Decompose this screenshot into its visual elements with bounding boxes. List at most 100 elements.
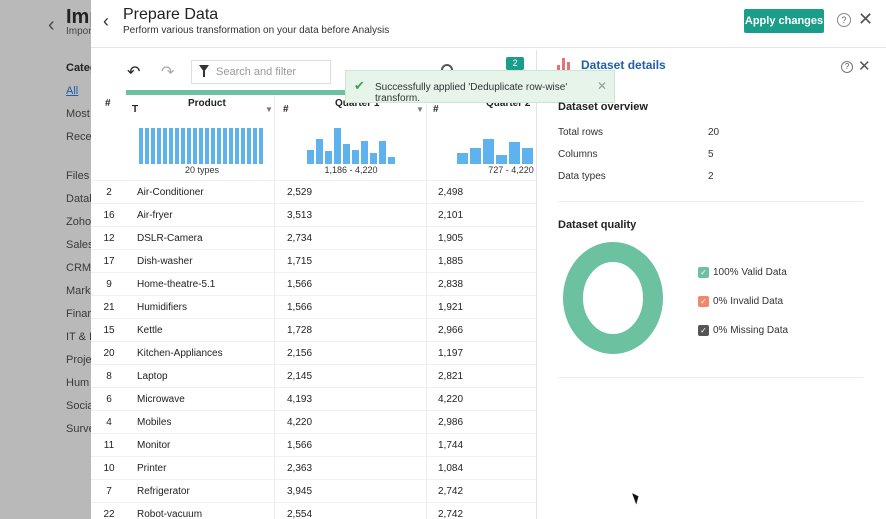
overview-value: 5 (708, 149, 714, 160)
product-cell: Monitor (137, 440, 171, 451)
product-cell: Humidifiers (137, 302, 188, 313)
quarter1-summary: 1,186 - 4,220 (324, 165, 378, 175)
panel-divider (536, 50, 537, 519)
toast-close-icon[interactable]: ✕ (597, 79, 608, 93)
table-row[interactable]: 20 Kitchen-Appliances 2,156 1,197 (91, 341, 536, 364)
help-icon[interactable]: ? (841, 61, 853, 73)
quarter2-summary: 727 - 4,220 (488, 165, 534, 175)
table-row[interactable]: 7 Refrigerator 3,945 2,742 (91, 479, 536, 502)
quarter1-cell: 2,734 (287, 233, 313, 244)
close-panel-icon[interactable]: ✕ (858, 58, 871, 75)
table-row[interactable]: 11 Monitor 1,566 1,744 (91, 433, 536, 456)
dataset-quality-title: Dataset quality (558, 219, 637, 231)
histogram-bar (139, 128, 143, 164)
histogram-bar (307, 150, 314, 164)
table-row[interactable]: 16 Air-fryer 3,513 2,101 (91, 203, 536, 226)
histogram-bar (175, 128, 179, 164)
help-icon[interactable]: ? (837, 13, 851, 27)
table-row[interactable]: 22 Robot-vacuum 2,554 2,742 (91, 502, 536, 519)
histogram-bar (211, 128, 215, 164)
row-index: 15 (103, 325, 115, 336)
prepare-data-modal: ‹ Prepare Data Perform various transform… (91, 0, 886, 519)
legend-label: 100% Valid Data (713, 267, 787, 278)
quarter2-cell: 2,966 (438, 325, 464, 336)
redo-icon[interactable]: ↷ (161, 64, 175, 81)
product-cell: Kettle (137, 325, 163, 336)
section-divider (558, 377, 863, 378)
column-divider (426, 95, 427, 519)
histogram-bar (470, 148, 481, 164)
histogram-bar (325, 151, 332, 164)
bg-category-item: Surve (66, 423, 95, 435)
search-filter-input[interactable]: Search and filter (191, 60, 331, 84)
histogram-bar (193, 128, 197, 164)
column-quality-bar (126, 90, 536, 95)
bg-category-item: Rece (66, 131, 92, 143)
histogram-bar (205, 128, 209, 164)
quarter2-cell: 1,905 (438, 233, 464, 244)
overview-value: 2 (708, 171, 714, 182)
undo-icon[interactable]: ↶ (127, 64, 141, 81)
product-cell: Dish-washer (137, 256, 193, 267)
grid-toolbar: ↶ ↷ Search and filter 2 (91, 50, 536, 92)
product-cell: Refrigerator (137, 486, 190, 497)
bg-category-item: Finar (66, 308, 92, 320)
table-row[interactable]: 12 DSLR-Camera 2,734 1,905 (91, 226, 536, 249)
histogram-bar (334, 128, 341, 164)
histogram-bar (247, 128, 251, 164)
quarter1-cell: 1,566 (287, 440, 313, 451)
column-name: Quarter 2 (486, 98, 531, 109)
quarter1-cell: 1,566 (287, 302, 313, 313)
mouse-cursor-icon (632, 491, 641, 505)
product-cell: Mobiles (137, 417, 172, 428)
bg-category-title: Categ (66, 62, 97, 74)
column-divider (274, 95, 275, 519)
quarter1-cell: 2,363 (287, 463, 313, 474)
row-index: 4 (106, 417, 112, 428)
section-divider (558, 201, 863, 202)
table-row[interactable]: 21 Humidifiers 1,566 1,921 (91, 295, 536, 318)
modal-header: ‹ Prepare Data Perform various transform… (91, 0, 886, 48)
row-index: 21 (103, 302, 115, 313)
chevron-down-icon[interactable]: ▼ (416, 105, 424, 114)
bg-category-item: All (66, 85, 79, 97)
row-index: 7 (106, 486, 112, 497)
table-row[interactable]: 8 Laptop 2,145 2,821 (91, 364, 536, 387)
table-row[interactable]: 9 Home-theatre-5.1 1,566 2,838 (91, 272, 536, 295)
overview-label: Columns (558, 149, 598, 160)
table-row[interactable]: 10 Printer 2,363 1,084 (91, 456, 536, 479)
quarter1-cell: 2,554 (287, 509, 313, 519)
table-row[interactable]: 15 Kettle 1,728 2,966 (91, 318, 536, 341)
checkbox-icon: ✓ (698, 296, 709, 307)
product-histogram (139, 124, 265, 164)
legend-label: 0% Missing Data (713, 325, 789, 336)
table-row[interactable]: 2 Air-Conditioner 2,529 2,498 (91, 180, 536, 203)
histogram-bar (496, 155, 507, 164)
row-index: 10 (103, 463, 115, 474)
transform-count-badge[interactable]: 2 (506, 57, 524, 70)
product-cell: Robot-vacuum (137, 509, 203, 519)
dataset-overview-title: Dataset overview (558, 101, 648, 113)
histogram-bar (187, 128, 191, 164)
legend-label: 0% Invalid Data (713, 296, 784, 307)
row-index: 2 (106, 187, 112, 198)
numeric-type-icon: # (283, 104, 289, 115)
table-row[interactable]: 17 Dish-washer 1,715 1,885 (91, 249, 536, 272)
close-icon[interactable]: ✕ (858, 9, 874, 29)
histogram-bar (379, 141, 386, 164)
index-column-header: # (105, 98, 111, 109)
bg-category-item: CRM (66, 262, 92, 274)
check-icon: ✔ (354, 78, 365, 93)
histogram-bar (235, 128, 239, 164)
quarter2-histogram (457, 124, 537, 164)
table-row[interactable]: 6 Microwave 4,193 4,220 (91, 387, 536, 410)
apply-changes-button[interactable]: Apply changes (744, 9, 824, 33)
histogram-bar (259, 128, 263, 164)
back-icon[interactable]: ‹ (103, 11, 109, 31)
chevron-down-icon[interactable]: ▼ (265, 105, 273, 114)
row-index: 12 (103, 233, 115, 244)
quality-donut-chart (563, 242, 663, 354)
product-cell: Printer (137, 463, 167, 474)
histogram-bar (181, 128, 185, 164)
table-row[interactable]: 4 Mobiles 4,220 2,986 (91, 410, 536, 433)
